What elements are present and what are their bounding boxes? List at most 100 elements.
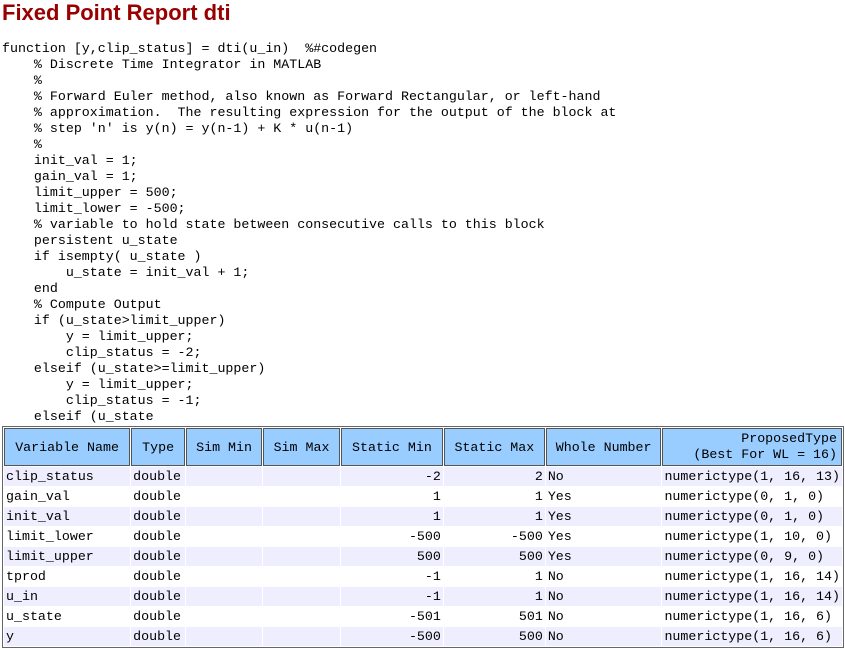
col-sim-max: Sim Max xyxy=(263,428,340,466)
cell-sim-max xyxy=(263,547,340,566)
code-line: clip_status = -2; xyxy=(2,345,202,360)
cell-proposed-type: numerictype(1, 16, 13) xyxy=(662,467,842,486)
col-proposed-type: ProposedType (Best For WL = 16) xyxy=(662,428,842,466)
cell-type: double xyxy=(131,627,186,646)
cell-proposed-type: numerictype(1, 16, 14) xyxy=(662,567,842,586)
cell-static-max: 500 xyxy=(443,627,545,646)
cell-sim-max xyxy=(263,627,340,646)
code-line: clip_status = -1; xyxy=(2,393,202,408)
code-line: elseif (u_state xyxy=(2,409,154,424)
col-static-min: Static Min xyxy=(340,428,443,466)
table-row: gain_val double 1 1 Yes numerictype(0, 1, 0) xyxy=(4,487,842,506)
proposed-type-label: ProposedType xyxy=(741,431,837,446)
cell-static-max: -500 xyxy=(443,527,545,546)
code-line: u_state = init_val + 1; xyxy=(2,265,250,280)
cell-sim-min xyxy=(186,527,263,546)
col-static-max: Static Max xyxy=(443,428,545,466)
cell-variable-name: u_state xyxy=(4,607,131,626)
cell-whole-number: No xyxy=(545,587,662,606)
code-line: limit_lower = -500; xyxy=(2,201,186,216)
cell-type: double xyxy=(131,487,186,506)
page-title: Fixed Point Report dti xyxy=(2,0,231,25)
cell-whole-number: Yes xyxy=(545,547,662,566)
cell-whole-number: No xyxy=(545,607,662,626)
cell-variable-name: init_val xyxy=(4,507,131,526)
cell-proposed-type: numerictype(0, 1, 0) xyxy=(662,487,842,506)
col-whole-number: Whole Number xyxy=(545,428,662,466)
cell-variable-name: clip_status xyxy=(4,467,131,486)
cell-variable-name: y xyxy=(4,627,131,646)
col-variable-name: Variable Name xyxy=(4,428,131,466)
cell-type: double xyxy=(131,567,186,586)
cell-proposed-type: numerictype(0, 1, 0) xyxy=(662,507,842,526)
code-line: % xyxy=(2,137,42,152)
cell-sim-max xyxy=(263,487,340,506)
cell-proposed-type: numerictype(1, 10, 0) xyxy=(662,527,842,546)
code-line: if isempty( u_state ) xyxy=(2,249,202,264)
code-line: persistent u_state xyxy=(2,233,178,248)
table-row: tprod double -1 1 No numerictype(1, 16, 14) xyxy=(4,567,842,586)
cell-type: double xyxy=(131,547,186,566)
cell-proposed-type: numerictype(1, 16, 6) xyxy=(662,627,842,646)
cell-type: double xyxy=(131,527,186,546)
proposed-type-sublabel: (Best For WL = 16) xyxy=(693,447,837,462)
table-row: u_state double -501 501 No numerictype(1, 16,… xyxy=(4,607,842,626)
cell-type: double xyxy=(131,587,186,606)
cell-whole-number: No xyxy=(545,567,662,586)
cell-static-min: -1 xyxy=(340,587,443,606)
cell-static-min: -500 xyxy=(340,627,443,646)
cell-static-min: 1 xyxy=(340,507,443,526)
table-row: limit_upper double 500 500 Yes numerictype(0,… xyxy=(4,547,842,566)
cell-static-max: 1 xyxy=(443,567,545,586)
code-line: y = limit_upper; xyxy=(2,329,194,344)
code-line: if (u_state>limit_upper) xyxy=(2,313,226,328)
code-listing: function [y,clip_status] = dti(u_in) %#c… xyxy=(2,41,842,424)
cell-sim-min xyxy=(186,567,263,586)
table-row: u_in double -1 1 No numerictype(1, 16, 14) xyxy=(4,587,842,606)
cell-whole-number: Yes xyxy=(545,527,662,546)
cell-static-max: 1 xyxy=(443,507,545,526)
cell-whole-number: Yes xyxy=(545,487,662,506)
variables-table: Variable Name Type Sim Min Sim Max Stati… xyxy=(2,426,844,648)
cell-variable-name: tprod xyxy=(4,567,131,586)
table-row: y double -500 500 No numerictype(1, 16, 6) xyxy=(4,627,842,646)
cell-type: double xyxy=(131,507,186,526)
cell-sim-max xyxy=(263,507,340,526)
cell-static-max: 1 xyxy=(443,487,545,506)
cell-variable-name: limit_lower xyxy=(4,527,131,546)
cell-whole-number: No xyxy=(545,467,662,486)
cell-sim-max xyxy=(263,567,340,586)
cell-sim-min xyxy=(186,627,263,646)
code-line: gain_val = 1; xyxy=(2,169,138,184)
cell-proposed-type: numerictype(0, 9, 0) xyxy=(662,547,842,566)
cell-static-max: 2 xyxy=(443,467,545,486)
cell-sim-max xyxy=(263,587,340,606)
cell-sim-min xyxy=(186,587,263,606)
code-line: function [y,clip_status] = dti(u_in) %#c… xyxy=(2,41,378,56)
code-line: y = limit_upper; xyxy=(2,377,194,392)
cell-variable-name: gain_val xyxy=(4,487,131,506)
cell-sim-max xyxy=(263,607,340,626)
code-line: init_val = 1; xyxy=(2,153,138,168)
col-sim-min: Sim Min xyxy=(186,428,263,466)
cell-sim-min xyxy=(186,487,263,506)
cell-static-min: -500 xyxy=(340,527,443,546)
cell-proposed-type: numerictype(1, 16, 6) xyxy=(662,607,842,626)
code-line: % Forward Euler method, also known as Fo… xyxy=(2,89,601,104)
cell-static-min: -2 xyxy=(340,467,443,486)
cell-static-max: 1 xyxy=(443,587,545,606)
code-line: % Discrete Time Integrator in MATLAB xyxy=(2,57,322,72)
cell-static-max: 500 xyxy=(443,547,545,566)
cell-static-min: -501 xyxy=(340,607,443,626)
cell-proposed-type: numerictype(1, 16, 14) xyxy=(662,587,842,606)
code-line: elseif (u_state>=limit_upper) xyxy=(2,361,266,376)
cell-static-min: 500 xyxy=(340,547,443,566)
cell-sim-max xyxy=(263,527,340,546)
cell-whole-number: No xyxy=(545,627,662,646)
cell-static-min: 1 xyxy=(340,487,443,506)
code-line: limit_upper = 500; xyxy=(2,185,178,200)
code-line: % step 'n' is y(n) = y(n-1) + K * u(n-1) xyxy=(2,121,354,136)
code-line: % approximation. The resulting expressio… xyxy=(2,105,617,120)
cell-sim-min xyxy=(186,607,263,626)
cell-sim-min xyxy=(186,547,263,566)
